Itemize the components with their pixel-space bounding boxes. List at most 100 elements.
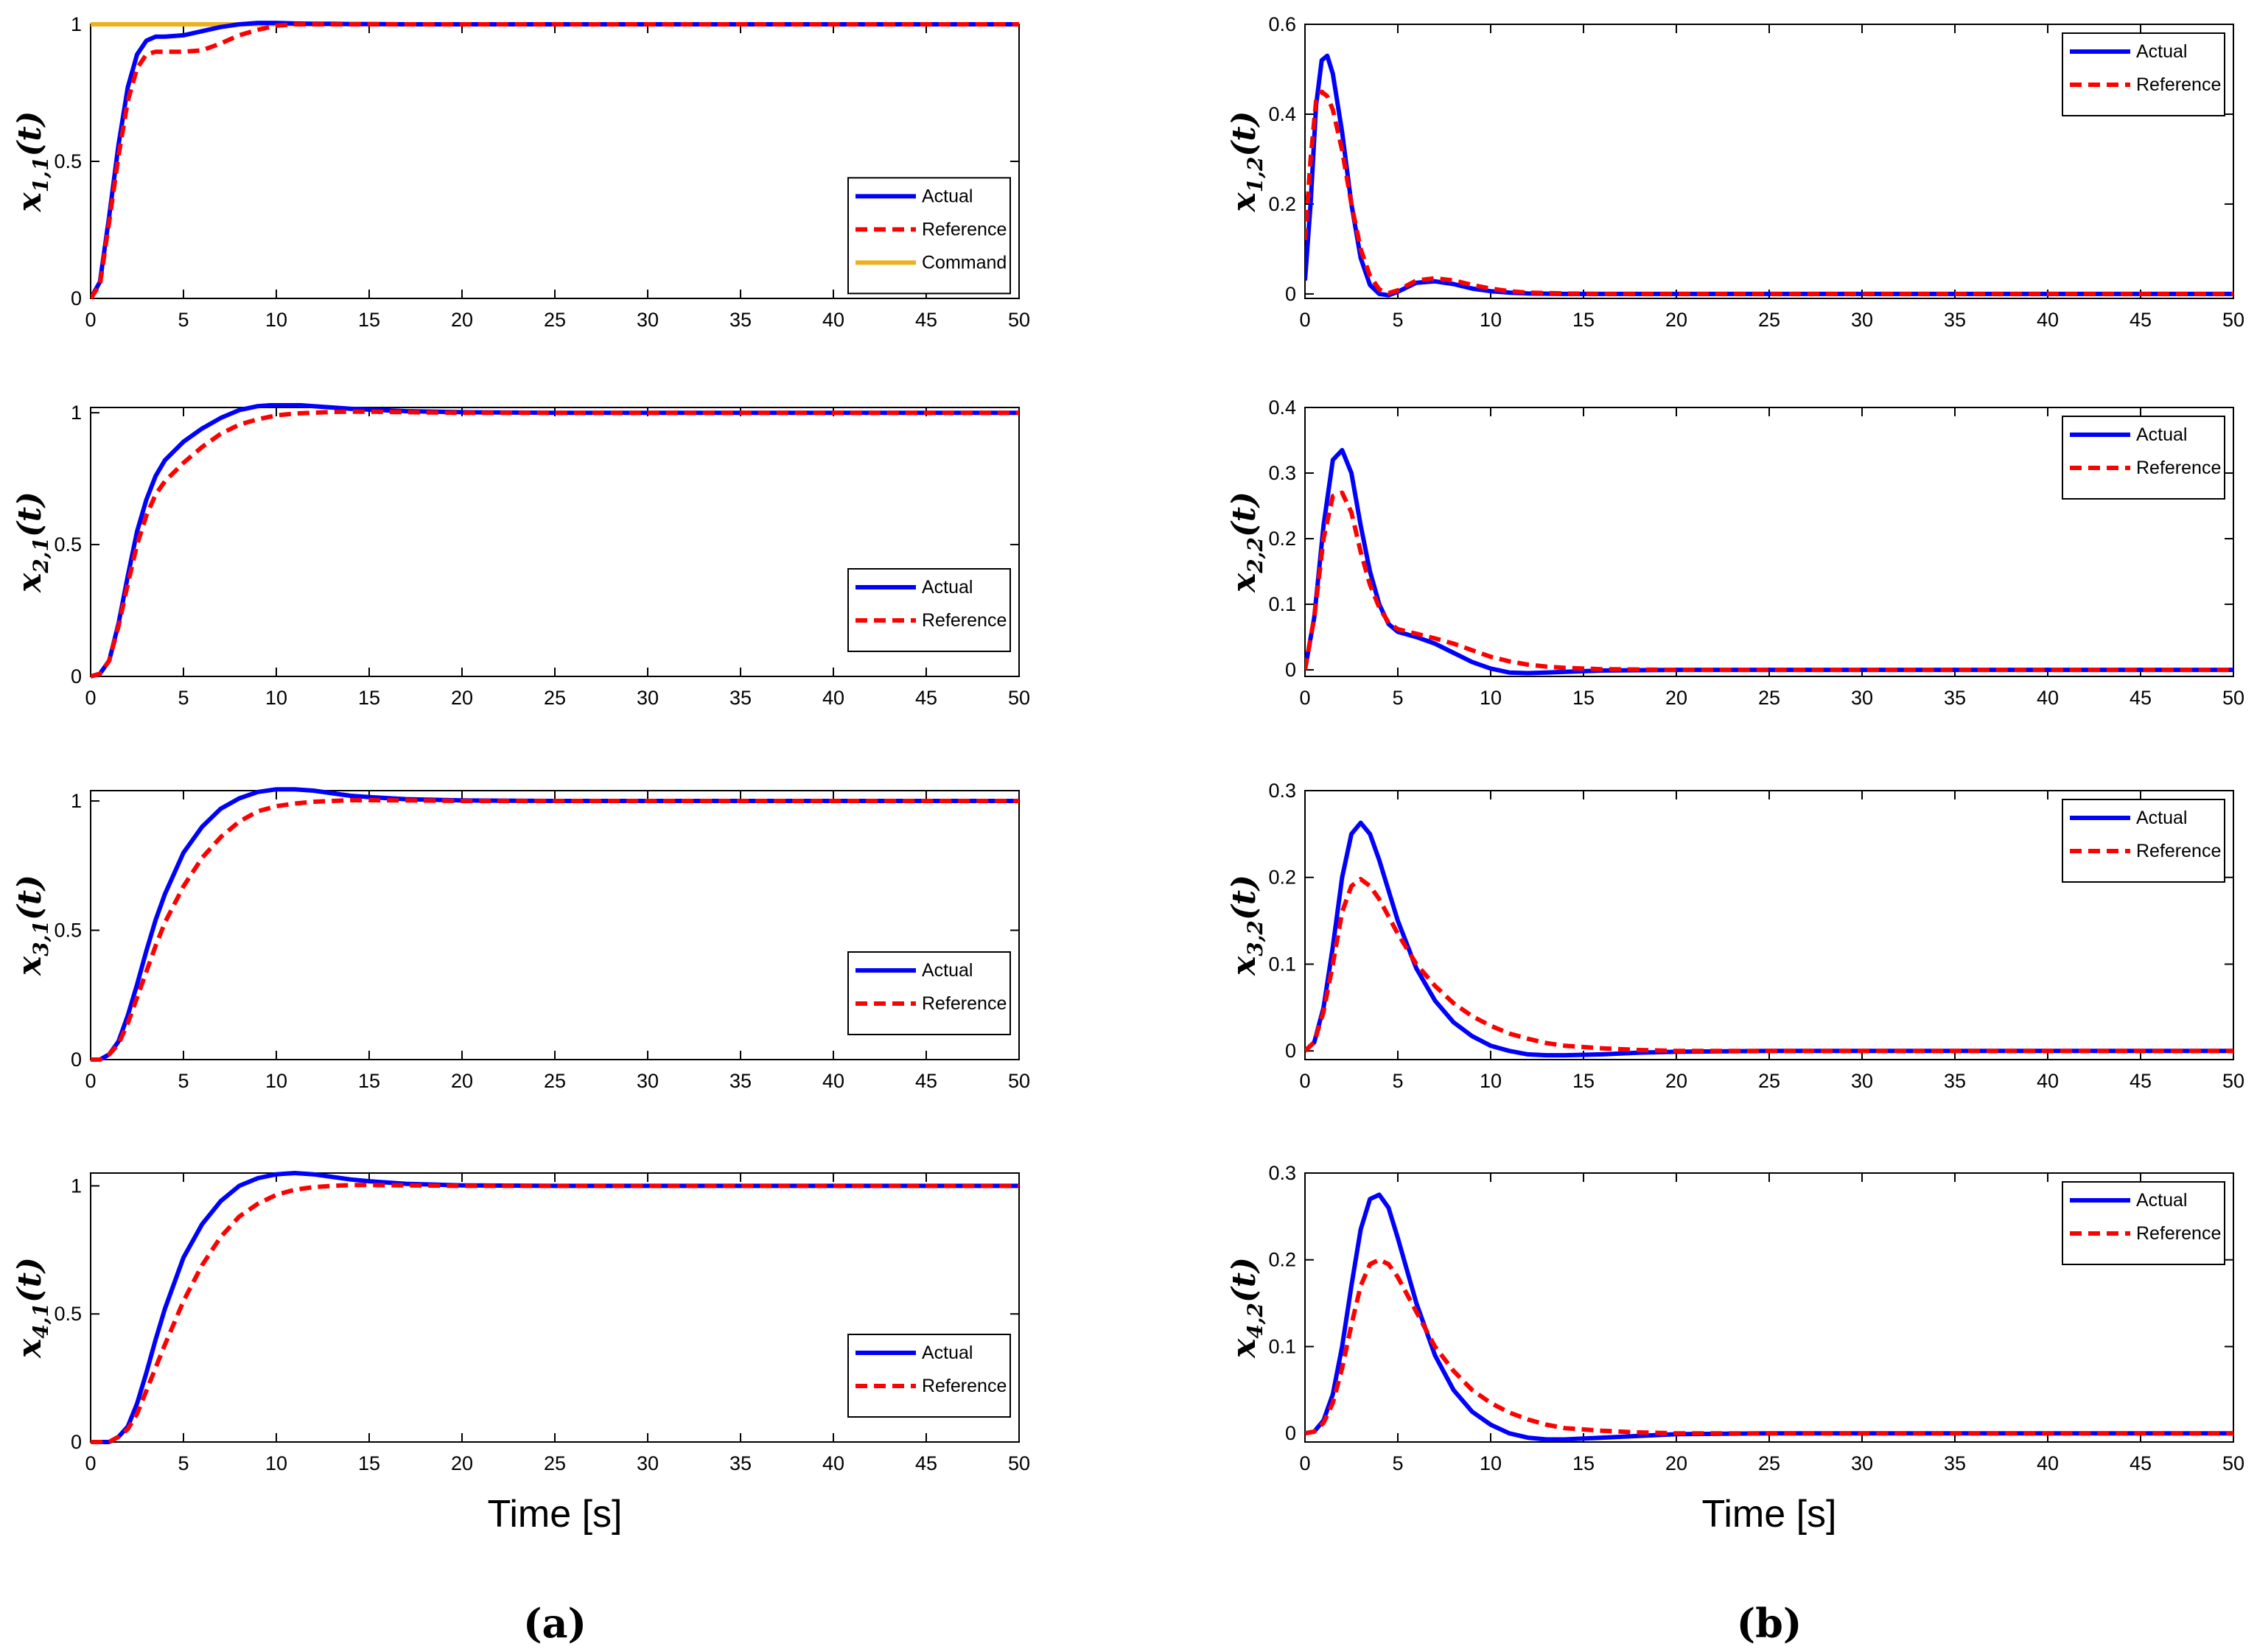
legend: Actual Reference	[847, 951, 1011, 1035]
x-tick-label: 15	[1572, 687, 1595, 709]
series-group	[1305, 53, 2233, 298]
x-tick-label: 35	[729, 687, 752, 709]
x-tick-label: 35	[1944, 309, 1966, 331]
x-tick-label: 25	[1758, 309, 1780, 331]
x-tick-label: 30	[637, 1452, 659, 1474]
x-tick-label: 5	[1392, 1452, 1403, 1474]
y-tick-label: 0.6	[1268, 13, 1296, 35]
x-tick-label: 50	[2222, 309, 2244, 331]
x-tick-label: 45	[915, 1070, 937, 1092]
legend: Actual Reference Command	[847, 177, 1011, 295]
legend-label-reference: Reference	[2136, 458, 2221, 478]
legend-box	[847, 1334, 1011, 1418]
series-line-reference	[1305, 490, 2233, 673]
y-tick-label: 0	[1285, 659, 1296, 681]
legend-label-actual: Actual	[2136, 1190, 2187, 1211]
x-tick-label: 0	[85, 1452, 96, 1474]
x-tick-label: 45	[915, 1452, 937, 1474]
x-tick-label: 50	[1008, 687, 1030, 709]
legend: Actual Reference	[2062, 32, 2225, 116]
x-tick-label: 40	[822, 687, 844, 709]
series-group	[1305, 1192, 2233, 1442]
x-tick-label: 0	[1299, 1070, 1310, 1092]
x-tick-label: 5	[1392, 309, 1403, 331]
x-tick-label: 15	[1572, 1452, 1595, 1474]
x-tick-label: 0	[1299, 1452, 1310, 1474]
x-tick-label: 25	[1758, 1452, 1780, 1474]
legend-label-actual: Actual	[922, 1343, 973, 1363]
x-tick-label: 10	[1480, 309, 1502, 331]
y-tick-label: 1	[71, 1175, 82, 1197]
x-tick-label: 50	[2222, 687, 2244, 709]
x-tick-label: 30	[1851, 687, 1873, 709]
x-tick-label: 25	[544, 1070, 566, 1092]
x-tick-label: 25	[544, 1452, 566, 1474]
series-line-reference	[1305, 89, 2233, 296]
y-tick-label: 0	[71, 1049, 82, 1071]
legend-label-actual: Actual	[922, 577, 973, 598]
y-tick-label: 0.1	[1268, 1335, 1296, 1357]
x-tick-label: 0	[85, 1070, 96, 1092]
legend-label-actual: Actual	[2136, 808, 2187, 828]
y-axis-label: x3,2(t)	[1225, 875, 1267, 976]
subplot-1-1: 0 5 10 15 20 25 30 35 40 45 50 0 0.5 1 x1,1(t) Actual Re…	[11, 13, 1030, 331]
x-tick-label: 40	[2037, 309, 2059, 331]
y-axis-label: x1,1(t)	[11, 111, 53, 213]
x-axis-label: Time [s]	[488, 1493, 623, 1536]
x-tick-label: 40	[2037, 1070, 2059, 1092]
x-tick-label: 45	[915, 309, 937, 331]
x-tick-label: 20	[1665, 309, 1687, 331]
legend-box	[2062, 799, 2225, 883]
subplot-3-1: 0 5 10 15 20 25 30 35 40 45 50 0 0.5 1 x3,1(t) Actual Re…	[11, 787, 1030, 1092]
x-tick-label: 35	[1944, 1452, 1966, 1474]
y-tick-label: 0.5	[54, 533, 82, 556]
y-axis-label: x2,2(t)	[1225, 491, 1267, 593]
legend-box	[847, 568, 1011, 652]
x-tick-label: 40	[2037, 687, 2059, 709]
x-tick-label: 10	[1480, 687, 1502, 709]
legend-label-reference: Reference	[922, 1376, 1007, 1396]
x-tick-label: 15	[358, 687, 380, 709]
x-tick-label: 50	[1008, 309, 1030, 331]
x-tick-label: 35	[1944, 1070, 1966, 1092]
y-tick-label: 0	[71, 1431, 82, 1453]
x-tick-label: 45	[915, 687, 937, 709]
x-axis-label: Time [s]	[1702, 1493, 1837, 1536]
x-tick-label: 25	[1758, 687, 1780, 709]
y-tick-label: 0.3	[1268, 462, 1296, 484]
x-tick-label: 0	[85, 309, 96, 331]
x-tick-label: 20	[451, 1070, 473, 1092]
y-tick-label: 0.3	[1268, 1162, 1296, 1184]
x-tick-label: 35	[1944, 687, 1966, 709]
x-tick-label: 10	[1480, 1070, 1502, 1092]
series-line-actual	[1305, 820, 2233, 1058]
x-tick-label: 0	[85, 687, 96, 709]
y-axis-label: x2,1(t)	[11, 491, 53, 593]
legend-label-actual: Actual	[2136, 41, 2187, 62]
legend-label-actual: Actual	[922, 186, 973, 206]
x-tick-label: 35	[729, 1452, 752, 1474]
legend: Actual Reference	[2062, 799, 2225, 883]
y-tick-label: 0	[1285, 283, 1296, 305]
x-tick-label: 30	[637, 309, 659, 331]
series-group	[1305, 447, 2233, 676]
legend: Actual Reference	[2062, 1181, 2225, 1265]
y-tick-label: 0.5	[54, 150, 82, 172]
x-tick-label: 15	[358, 1070, 380, 1092]
legend-box	[2062, 1181, 2225, 1265]
y-tick-label: 0	[1285, 1422, 1296, 1444]
legend-label-reference: Reference	[922, 610, 1007, 631]
y-tick-label: 1	[71, 402, 82, 424]
y-tick-label: 0.2	[1268, 867, 1296, 889]
x-tick-label: 40	[822, 1452, 844, 1474]
x-tick-label: 40	[822, 1070, 844, 1092]
series-line-actual	[1305, 1192, 2233, 1442]
x-tick-label: 10	[265, 309, 287, 331]
y-tick-label: 0.4	[1268, 396, 1296, 419]
series-line-reference	[91, 1183, 1019, 1444]
legend-label-reference: Reference	[922, 993, 1007, 1014]
panel-label-a: (a)	[523, 1600, 587, 1647]
x-tick-label: 25	[1758, 1070, 1780, 1092]
legend-box	[2062, 32, 2225, 116]
